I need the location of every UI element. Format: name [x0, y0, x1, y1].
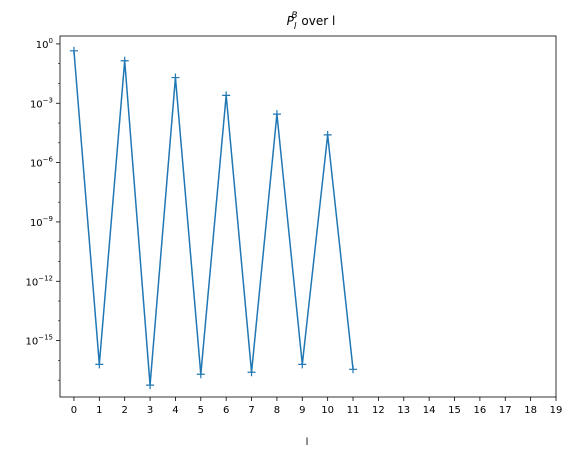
x-tick-label: 18	[524, 405, 537, 416]
data-point-marker	[120, 56, 129, 65]
x-tick-label: 4	[172, 405, 178, 416]
data-point-marker	[298, 360, 307, 369]
data-point-marker	[222, 91, 231, 100]
x-tick-label: 0	[71, 405, 77, 416]
x-tick-label: 5	[198, 405, 204, 416]
data-point-marker	[69, 46, 78, 55]
data-point-marker	[323, 130, 332, 139]
y-tick-label: 100	[36, 37, 53, 51]
x-tick-label: 10	[321, 405, 334, 416]
x-tick-label: 14	[423, 405, 436, 416]
data-point-marker	[247, 368, 256, 377]
data-point-marker	[95, 360, 104, 369]
x-tick-label: 8	[274, 405, 280, 416]
x-tick-label: 3	[147, 405, 153, 416]
x-tick-label: 7	[248, 405, 254, 416]
x-tick-label: 15	[448, 405, 461, 416]
y-tick-label: 10−15	[25, 334, 53, 348]
x-axis-label: l	[306, 437, 309, 448]
x-tick-label: 6	[223, 405, 229, 416]
y-tick-label: 10−9	[30, 215, 53, 229]
x-tick-label: 1	[96, 405, 102, 416]
y-tick-label: 10−12	[25, 274, 53, 288]
x-tick-label: 9	[299, 405, 305, 416]
x-tick-label: 2	[122, 405, 128, 416]
data-point-marker	[349, 365, 358, 374]
y-tick-label: 10−6	[30, 156, 54, 170]
x-tick-label: 13	[397, 405, 410, 416]
data-point-marker	[272, 110, 281, 119]
x-tick-label: 19	[550, 405, 563, 416]
x-tick-label: 11	[347, 405, 360, 416]
x-tick-label: 16	[474, 405, 487, 416]
plot-area: 0 1 2 3 4 5 6 7 8 9 10 11 12 13 14 15 16 17 18 1910010−310−…	[25, 35, 563, 416]
chart-title: PlB over l	[287, 11, 336, 32]
series-line	[73, 50, 354, 386]
y-tick-label: 10−3	[30, 96, 53, 110]
data-point-marker	[146, 381, 155, 390]
data-point-marker	[171, 73, 180, 82]
x-tick-label: 12	[372, 405, 385, 416]
x-tick-label: 17	[499, 405, 512, 416]
data-point-marker	[196, 370, 205, 379]
axes-frame	[59, 35, 557, 398]
